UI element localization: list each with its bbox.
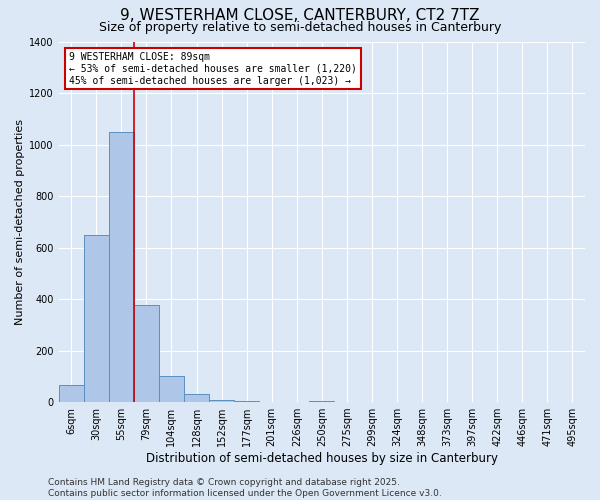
Text: 9 WESTERHAM CLOSE: 89sqm
← 53% of semi-detached houses are smaller (1,220)
45% o: 9 WESTERHAM CLOSE: 89sqm ← 53% of semi-d… bbox=[69, 52, 357, 86]
Bar bbox=[159, 376, 184, 402]
Bar bbox=[309, 401, 334, 402]
Bar bbox=[234, 401, 259, 402]
Bar bbox=[84, 234, 109, 402]
Bar bbox=[184, 394, 209, 402]
Text: Size of property relative to semi-detached houses in Canterbury: Size of property relative to semi-detach… bbox=[99, 21, 501, 34]
Bar bbox=[109, 132, 134, 402]
Text: 9, WESTERHAM CLOSE, CANTERBURY, CT2 7TZ: 9, WESTERHAM CLOSE, CANTERBURY, CT2 7TZ bbox=[120, 8, 480, 22]
Bar bbox=[134, 306, 159, 402]
Bar bbox=[209, 400, 234, 402]
Bar bbox=[59, 386, 84, 402]
Text: Contains HM Land Registry data © Crown copyright and database right 2025.
Contai: Contains HM Land Registry data © Crown c… bbox=[48, 478, 442, 498]
X-axis label: Distribution of semi-detached houses by size in Canterbury: Distribution of semi-detached houses by … bbox=[146, 452, 498, 465]
Y-axis label: Number of semi-detached properties: Number of semi-detached properties bbox=[15, 119, 25, 325]
